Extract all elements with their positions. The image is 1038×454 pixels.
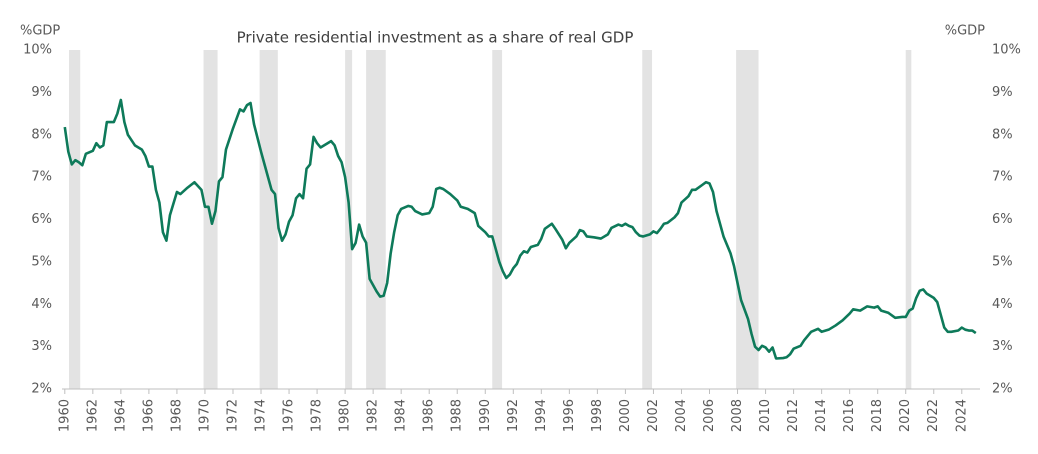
- y2-tick-label: 9%: [992, 85, 1013, 100]
- x-tick-label: 1970: [197, 399, 212, 432]
- y-tick-label: 6%: [31, 212, 52, 227]
- y2-tick-label: 8%: [992, 127, 1013, 142]
- x-tick-label: 2018: [870, 399, 885, 432]
- y2-tick-label: 2%: [992, 382, 1013, 397]
- x-tick-label: 1998: [590, 399, 605, 432]
- recession-band: [736, 50, 759, 389]
- x-tick-label: 1982: [366, 399, 381, 432]
- x-tick-label: 2014: [814, 399, 829, 432]
- x-tick-label: 1960: [57, 399, 72, 432]
- x-tick-label: 2022: [926, 399, 941, 432]
- x-tick-label: 1984: [394, 399, 409, 432]
- x-tick-label: 2010: [758, 399, 773, 432]
- y-axis-label: %GDP: [20, 24, 60, 39]
- x-tick-label: 1968: [169, 399, 184, 432]
- recession-band: [259, 50, 278, 389]
- y-tick-label: 3%: [31, 339, 52, 354]
- x-tick-label: 1976: [282, 399, 297, 432]
- y-tick-label: 4%: [31, 297, 52, 312]
- y2-tick-label: 5%: [992, 254, 1013, 269]
- y2-tick-label: 3%: [992, 339, 1013, 354]
- x-tick-label: 1986: [422, 399, 437, 432]
- recession-band: [69, 50, 81, 389]
- x-tick-label: 2020: [898, 399, 913, 432]
- x-tick-label: 2004: [674, 399, 689, 432]
- x-tick-label: 2000: [618, 399, 633, 432]
- x-tick-label: 2006: [702, 399, 717, 432]
- series-line: [63, 98, 977, 360]
- chart-title: Private residential investment as a shar…: [237, 29, 634, 47]
- y2-tick-label: 10%: [992, 43, 1021, 58]
- x-tick-label: 1966: [141, 399, 156, 432]
- x-tick-label: 1964: [113, 399, 128, 432]
- x-tick-label: 1992: [506, 399, 521, 432]
- y-tick-label: 10%: [23, 43, 52, 58]
- y-tick-label: 9%: [31, 85, 52, 100]
- recession-band: [492, 50, 503, 389]
- x-tick-label: 1962: [85, 399, 100, 432]
- x-tick-label: 1972: [225, 399, 240, 432]
- y2-axis-label: %GDP: [945, 24, 985, 39]
- x-tick-label: 1996: [562, 399, 577, 432]
- x-tick-label: 1994: [534, 399, 549, 432]
- y2-tick-label: 7%: [992, 170, 1013, 185]
- x-tick-label: 1974: [254, 399, 269, 432]
- recession-band: [366, 50, 386, 389]
- y-tick-label: 8%: [31, 127, 52, 142]
- y-tick-label: 5%: [31, 254, 52, 269]
- x-tick-label: 2024: [954, 399, 969, 432]
- x-tick-label: 2012: [786, 399, 801, 432]
- x-tick-label: 1980: [338, 399, 353, 432]
- y2-tick-label: 4%: [992, 297, 1013, 312]
- recession-band: [642, 50, 653, 389]
- recession-band: [905, 50, 912, 389]
- x-tick-label: 1978: [310, 399, 325, 432]
- x-tick-label: 2002: [646, 399, 661, 432]
- x-tick-label: 2008: [730, 399, 745, 432]
- x-tick-label: 1988: [450, 399, 465, 432]
- x-tick-label: 2016: [842, 399, 857, 432]
- x-tick-label: 1990: [478, 399, 493, 432]
- y2-tick-label: 6%: [992, 212, 1013, 227]
- y-tick-label: 2%: [31, 382, 52, 397]
- y-tick-label: 7%: [31, 170, 52, 185]
